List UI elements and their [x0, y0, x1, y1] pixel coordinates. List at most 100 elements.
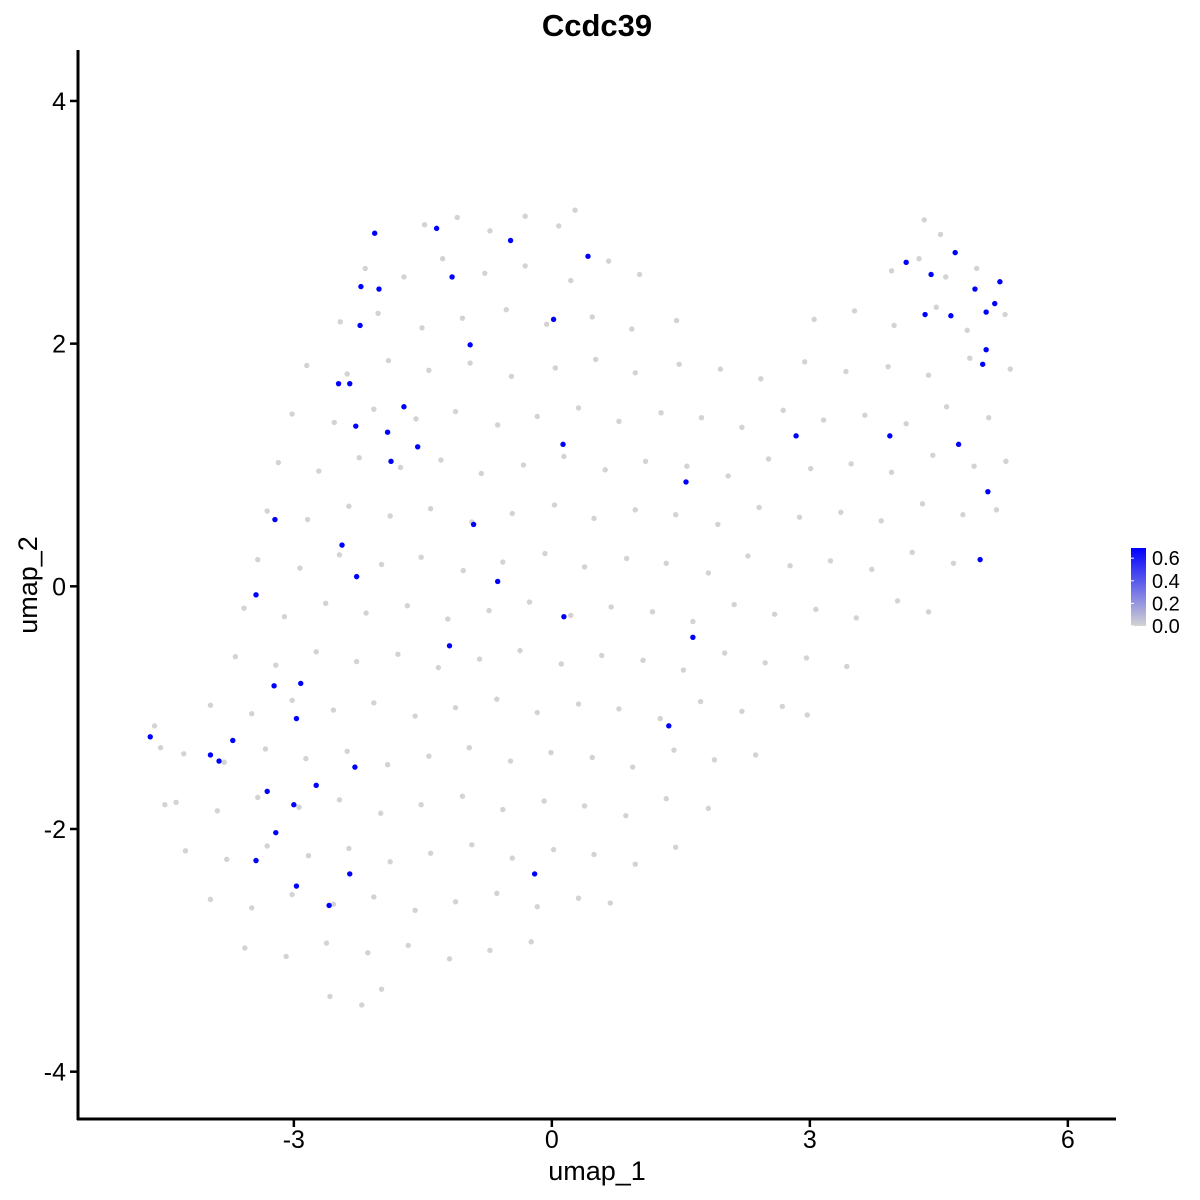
point [460, 567, 466, 574]
point [418, 554, 424, 560]
point [629, 764, 636, 770]
point [731, 601, 737, 608]
point [384, 761, 391, 768]
point [971, 463, 977, 469]
point [413, 416, 419, 422]
point [412, 713, 418, 719]
point [494, 696, 500, 702]
point [346, 845, 352, 852]
point [509, 855, 515, 861]
point [964, 327, 970, 333]
point [632, 507, 638, 513]
point [983, 309, 989, 315]
point [162, 802, 168, 808]
point [494, 578, 501, 585]
point [556, 223, 562, 229]
point [426, 367, 432, 374]
point [980, 361, 986, 367]
point [925, 372, 932, 378]
point [632, 861, 638, 867]
point [405, 942, 411, 949]
point [605, 258, 612, 264]
y-axis-title: umap_2 [13, 536, 43, 634]
point [891, 322, 897, 329]
point [955, 441, 962, 448]
point [623, 812, 629, 819]
point [844, 663, 850, 670]
point [500, 559, 506, 565]
point [466, 745, 472, 751]
point [922, 311, 928, 318]
point [803, 655, 810, 661]
point [371, 894, 377, 900]
point [575, 701, 582, 707]
point [356, 455, 362, 461]
point [494, 890, 500, 897]
point [303, 755, 309, 762]
point [690, 634, 696, 640]
point [762, 660, 768, 666]
point [921, 217, 927, 223]
point [916, 256, 922, 262]
point [347, 380, 353, 387]
point [224, 856, 230, 863]
point [230, 737, 236, 744]
point [739, 708, 745, 714]
point [541, 798, 547, 804]
point [323, 940, 330, 946]
point [207, 752, 214, 758]
point [551, 502, 558, 508]
point [919, 501, 926, 507]
point [296, 804, 302, 810]
point [1007, 366, 1013, 372]
point [663, 560, 669, 566]
point [568, 277, 574, 284]
point [779, 703, 786, 710]
point [289, 697, 295, 704]
point [758, 376, 764, 382]
point [657, 715, 663, 722]
point [283, 953, 289, 960]
point [182, 848, 189, 854]
point [385, 357, 392, 364]
point [273, 829, 279, 836]
point [289, 411, 295, 417]
point [690, 618, 696, 625]
point [459, 315, 466, 321]
point [387, 513, 393, 519]
point [330, 901, 337, 907]
point [305, 852, 312, 859]
points [147, 207, 1013, 1008]
point [242, 945, 248, 951]
point [435, 664, 442, 671]
point [973, 265, 980, 272]
point [531, 871, 538, 877]
point [397, 464, 404, 471]
point [173, 799, 179, 806]
point [487, 947, 493, 954]
point [249, 905, 255, 911]
point [214, 808, 221, 814]
point [339, 542, 345, 548]
point [255, 556, 261, 563]
point [793, 433, 799, 439]
point [365, 950, 371, 956]
point [711, 757, 718, 763]
point [452, 899, 459, 905]
point [787, 562, 793, 569]
point [550, 316, 557, 323]
point [804, 712, 810, 718]
point [888, 268, 895, 274]
point [894, 598, 901, 604]
point [888, 469, 895, 475]
point [715, 521, 721, 528]
point [387, 859, 393, 865]
point [572, 207, 578, 213]
x-axis-title: umap_1 [548, 1156, 646, 1186]
point [848, 461, 854, 467]
point [494, 422, 501, 428]
point [452, 704, 459, 711]
point [375, 310, 381, 317]
colorbar-tick-label: 0.0 [1152, 616, 1180, 638]
point [500, 806, 506, 813]
